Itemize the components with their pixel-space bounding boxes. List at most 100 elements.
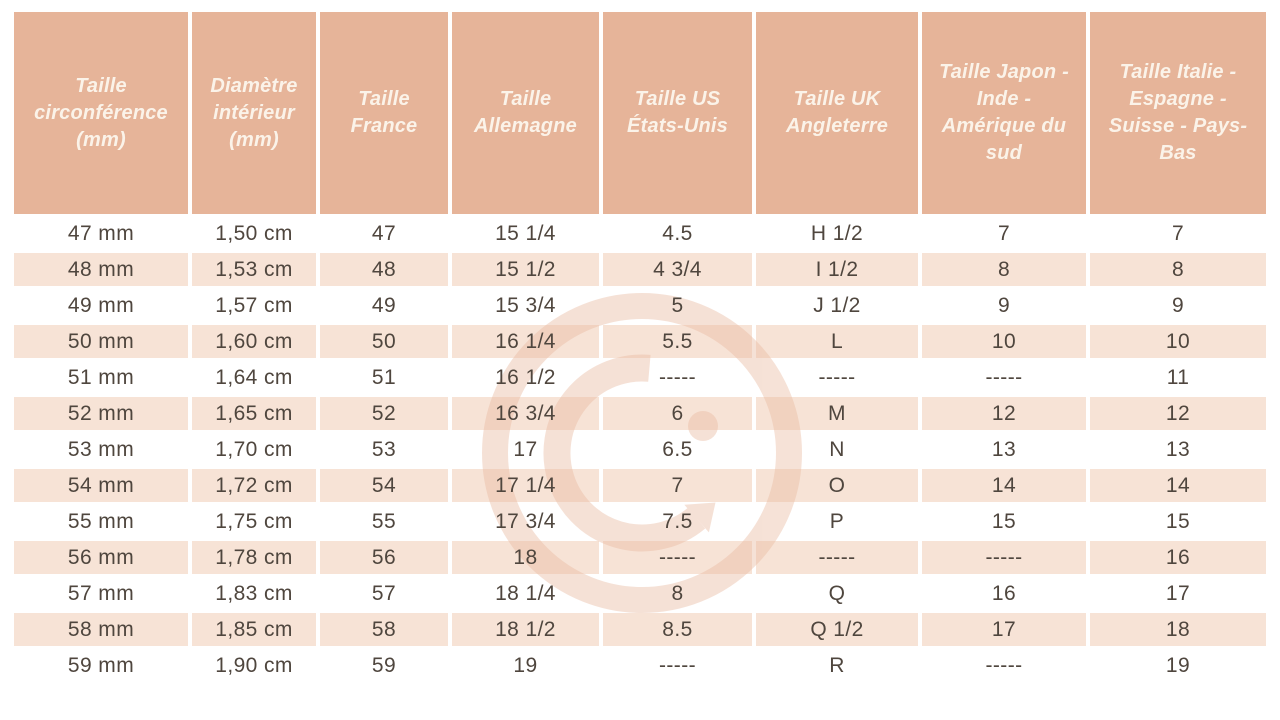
table-cell: ----- xyxy=(603,649,752,682)
table-cell: R xyxy=(756,649,918,682)
header-cell-6: Taille Japon - Inde - Amérique du sud xyxy=(922,12,1086,214)
cell-value: 15 xyxy=(1165,509,1191,533)
table-cell: 1,72 cm xyxy=(192,469,316,502)
table-cell: 1,83 cm xyxy=(192,577,316,610)
cell-value: 56 mm xyxy=(67,545,135,569)
table-cell: 16 3/4 xyxy=(452,397,599,430)
table-cell: 14 xyxy=(922,469,1086,502)
cell-value: 7 xyxy=(671,473,684,497)
cell-value: 17 3/4 xyxy=(495,509,556,533)
table-cell: 7 xyxy=(603,469,752,502)
cell-value: J 1/2 xyxy=(813,293,861,317)
cell-value: 58 mm xyxy=(67,617,135,641)
cell-value: 59 xyxy=(371,653,397,677)
cell-value: 19 xyxy=(513,653,538,677)
cell-value: 9 xyxy=(1171,293,1185,317)
cell-value: 1,53 cm xyxy=(215,257,293,281)
table-cell: ----- xyxy=(756,361,918,394)
table-cell: 16 xyxy=(922,577,1086,610)
table-cell: 18 1/2 xyxy=(452,613,599,646)
header-cell-label: Taille France xyxy=(350,88,418,137)
cell-value: 16 1/2 xyxy=(495,365,556,389)
table-cell: 19 xyxy=(1090,649,1266,682)
table-cell: 12 xyxy=(922,397,1086,430)
cell-value: 17 xyxy=(1165,581,1191,605)
header-cell-label: Taille Italie - Espagne - Suisse - Pays-… xyxy=(1108,61,1248,164)
table-cell: 10 xyxy=(1090,325,1266,358)
table-cell: 14 xyxy=(1090,469,1266,502)
table-header-row: Taille circonférence (mm) Diamètre intéri… xyxy=(14,12,1266,214)
cell-value: Q xyxy=(828,581,846,605)
table-cell: P xyxy=(756,505,918,538)
cell-value: ----- xyxy=(659,653,696,677)
cell-value: 8 xyxy=(1171,257,1185,281)
cell-value: 58 xyxy=(371,617,397,641)
table-cell: 1,64 cm xyxy=(192,361,316,394)
cell-value: 16 3/4 xyxy=(495,401,556,425)
cell-value: 13 xyxy=(1165,437,1191,461)
table-cell: 15 xyxy=(922,505,1086,538)
cell-value: 54 xyxy=(371,473,397,497)
cell-value: 7.5 xyxy=(662,509,693,533)
cell-value: 10 xyxy=(1165,329,1191,353)
table-cell: 59 xyxy=(320,649,448,682)
table-cell: Q 1/2 xyxy=(756,613,918,646)
table-cell: ----- xyxy=(603,541,752,574)
cell-value: 52 xyxy=(371,401,397,425)
cell-value: ----- xyxy=(818,545,856,569)
cell-value: 51 mm xyxy=(67,365,135,389)
header-cell-label: Taille Allemagne xyxy=(474,88,577,137)
table-cell: 10 xyxy=(922,325,1086,358)
table-row: 57 mm 1,83 cm 57 18 1/4 8 Q 16 17 xyxy=(14,577,1266,610)
table-cell: 57 xyxy=(320,577,448,610)
cell-value: 14 xyxy=(1165,473,1191,497)
table-row: 51 mm 1,64 cm 51 16 1/2 ----- ----- ----- 11 xyxy=(14,361,1266,394)
table-cell: J 1/2 xyxy=(756,289,918,322)
cell-value: 1,60 cm xyxy=(215,329,293,353)
cell-value: 55 mm xyxy=(67,509,135,533)
table-cell: 5 xyxy=(603,289,752,322)
table-cell: 54 xyxy=(320,469,448,502)
cell-value: ----- xyxy=(818,365,856,389)
table-cell: 13 xyxy=(1090,433,1266,466)
cell-value: 48 xyxy=(371,257,397,281)
cell-value: H 1/2 xyxy=(810,221,864,245)
cell-value: Q 1/2 xyxy=(810,617,864,641)
table-cell: 49 mm xyxy=(14,289,188,322)
table-row: 53 mm 1,70 cm 53 17 6.5 N 13 13 xyxy=(14,433,1266,466)
table-cell: 1,50 cm xyxy=(192,217,316,250)
table-cell: 18 1/4 xyxy=(452,577,599,610)
header-cell-label: Taille Japon - Inde - Amérique du sud xyxy=(939,61,1069,164)
table-row: 56 mm 1,78 cm 56 18 ----- ----- ----- 16 xyxy=(14,541,1266,574)
cell-value: R xyxy=(829,653,845,677)
cell-value: 11 xyxy=(1166,365,1190,389)
table-cell: 48 mm xyxy=(14,253,188,286)
header-cell-7: Taille Italie - Espagne - Suisse - Pays-… xyxy=(1090,12,1266,214)
table-cell: Q xyxy=(756,577,918,610)
table-cell: 18 xyxy=(1090,613,1266,646)
cell-value: M xyxy=(828,401,846,425)
table-cell: 51 xyxy=(320,361,448,394)
table-cell: 1,70 cm xyxy=(192,433,316,466)
table-cell: 57 mm xyxy=(14,577,188,610)
cell-value: 15 3/4 xyxy=(495,293,556,317)
cell-value: 49 xyxy=(371,293,397,317)
cell-value: 16 xyxy=(1165,545,1191,569)
table-cell: 50 xyxy=(320,325,448,358)
table-row: 54 mm 1,72 cm 54 17 1/4 7 O 14 14 xyxy=(14,469,1266,502)
cell-value: 12 xyxy=(1165,401,1191,425)
table-cell: 16 1/2 xyxy=(452,361,599,394)
table-cell: 4 3/4 xyxy=(603,253,752,286)
cell-value: 54 mm xyxy=(67,473,135,497)
table-cell: 17 1/4 xyxy=(452,469,599,502)
cell-value: 17 1/4 xyxy=(495,473,556,497)
header-cell-label: Taille circonférence (mm) xyxy=(34,74,168,151)
table-cell: 15 1/4 xyxy=(452,217,599,250)
table-row: 49 mm 1,57 cm 49 15 3/4 5 J 1/2 9 9 xyxy=(14,289,1266,322)
cell-value: 53 xyxy=(371,437,397,461)
cell-value: ----- xyxy=(659,365,696,389)
cell-value: ----- xyxy=(985,365,1023,389)
cell-value: 7 xyxy=(997,221,1011,245)
cell-value: 17 xyxy=(991,617,1017,641)
cell-value: 4 3/4 xyxy=(653,257,702,281)
